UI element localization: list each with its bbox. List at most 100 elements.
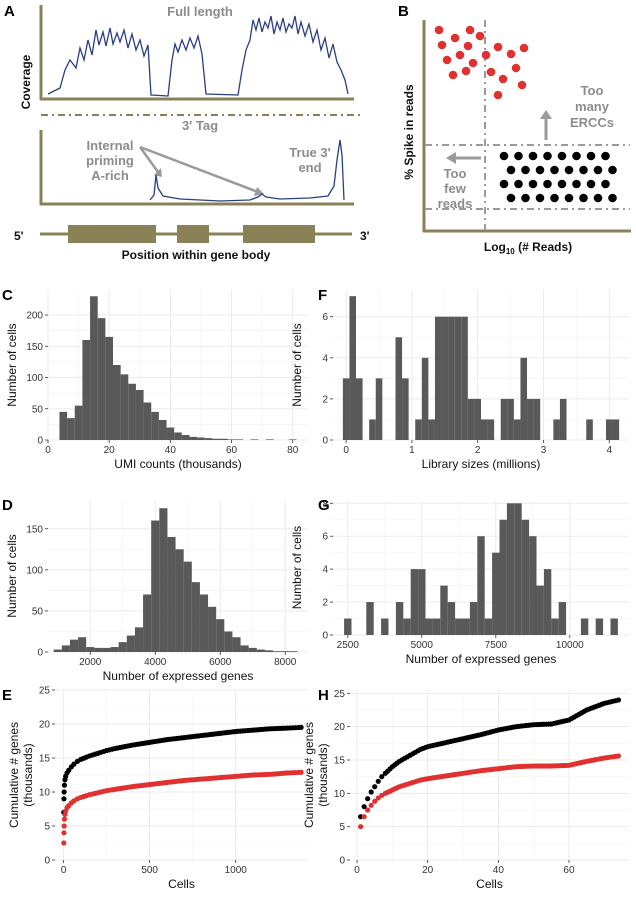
spike-red-dot [475,31,485,41]
histogram-bar [90,296,98,440]
histogram-bar [189,436,198,440]
histogram-bar [499,519,507,635]
x-axis-label: Cells [476,877,503,891]
scatter-point [357,824,364,830]
too-few-line-2: few [444,181,467,196]
histogram-bar [375,378,383,440]
histogram-bar [481,419,488,440]
panel-a-label: A [4,3,15,20]
scatter-point [61,830,67,836]
too-few-line-3: reads [438,196,473,211]
spike-black-dot [586,151,596,161]
histogram-bar [425,618,433,635]
major-gridlines [350,690,629,861]
histogram-bar [605,419,613,440]
too-many-arrowhead [540,110,552,119]
histogram-bar [349,296,357,440]
histogram-bar [143,402,152,440]
scatter-point [361,804,367,810]
spike-red-dot [448,70,458,80]
spike-red-dot [481,50,491,60]
y-tick-label: 4 [322,565,328,576]
y-axis-label: Number of cells [5,323,19,406]
panel-letter: F [318,287,327,304]
histogram-bar [558,602,567,635]
too-many-line-1: Too [581,83,604,98]
histogram-bar [474,398,481,440]
y-axis-label-line-2: (thousands) [316,743,330,806]
plot-background [350,690,629,860]
spike-red-dot [493,42,503,52]
histogram-bar [595,618,604,635]
scatter-series-2 [357,753,622,830]
histogram-bar [553,419,560,440]
full-length-coverage-line [47,15,349,97]
histogram-bar [118,642,127,652]
histogram-bar [342,378,350,440]
y-tick-label: 20 [334,722,346,733]
x-tick-label: 0 [45,445,51,456]
histogram-bar [536,585,544,635]
histogram-bar [134,627,144,652]
histogram-bar [487,419,495,440]
y-tick-label: 150 [26,524,43,535]
y-tick-label: 15 [39,754,51,765]
scatter-point [61,823,67,829]
full-length-label: Full length [167,4,233,19]
y-tick-label: 5 [44,822,50,833]
arrow-true-end [139,145,259,194]
spike-xlabel-sub: 10 [506,247,515,256]
scatter-point [368,802,374,808]
internal-priming-line-2: priming [86,153,134,168]
histogram-bar [135,390,144,440]
histogram-bar [143,594,152,652]
y-axis-label: Number of cells [5,534,19,617]
panel-g-histogram: 2500 5000 7500 10000 0 2 4 6 8 Number of expresse… [290,497,629,666]
five-prime-label: 5' [14,229,24,243]
panel-b: B % Spike in reads Log10 (# Reads) Too m… [398,3,631,256]
spike-red-dot [498,74,508,84]
histogram-bar [94,647,103,652]
histogram-bar [105,336,113,440]
y-tick-label: 5 [339,822,345,833]
histogram-bar [395,602,404,635]
spike-black-dot [506,193,516,203]
histogram-bar [199,594,209,652]
scatter-point [372,798,378,804]
panel-h-scatter: 0 20 40 60 0 5 10 15 20 25 Cells Cumulative # genes… [302,687,629,891]
histogram-bar [448,316,455,440]
histogram-bar [366,602,374,635]
histogram-bar [559,398,567,440]
panel-c-histogram: 0 20 40 60 80 0 50 100 150 200 UMI counts (thousan… [2,287,308,471]
histogram-bar [356,378,363,440]
histogram-bar [455,618,463,635]
spike-black-dot [579,193,588,203]
histogram-bar [235,439,243,440]
internal-priming-line-1: Internal [87,138,134,153]
y-tick-label: 2 [322,394,328,405]
spike-black-dot [564,193,574,203]
y-axis-label: Cumulative # genes(thousands) [7,722,35,828]
x-tick-label: 2 [475,445,481,456]
y-axis-label: Cumulative # genes(thousands) [302,722,330,828]
panel-letter: C [2,287,13,304]
histogram-bar [461,316,468,440]
spike-red-dot [506,49,516,59]
spike-red-dot [465,25,475,35]
histogram-bar [113,365,121,440]
histogram-bar [344,618,352,635]
spike-red-dot [486,67,496,77]
histogram-bar [273,651,282,652]
too-few-arrowhead [446,152,456,164]
spike-red-dot [463,41,473,51]
histogram-bar [175,549,184,652]
histogram-bar [462,618,470,635]
y-tick-label: 6 [322,312,328,323]
histogram-bar [402,378,409,440]
scatter-point [372,784,378,790]
spike-red-dot [493,90,503,100]
y-axis-label: Number of cells [290,323,304,406]
y-axis-label-line-1: Cumulative # genes [302,722,316,828]
y-tick-label: 25 [334,689,346,700]
